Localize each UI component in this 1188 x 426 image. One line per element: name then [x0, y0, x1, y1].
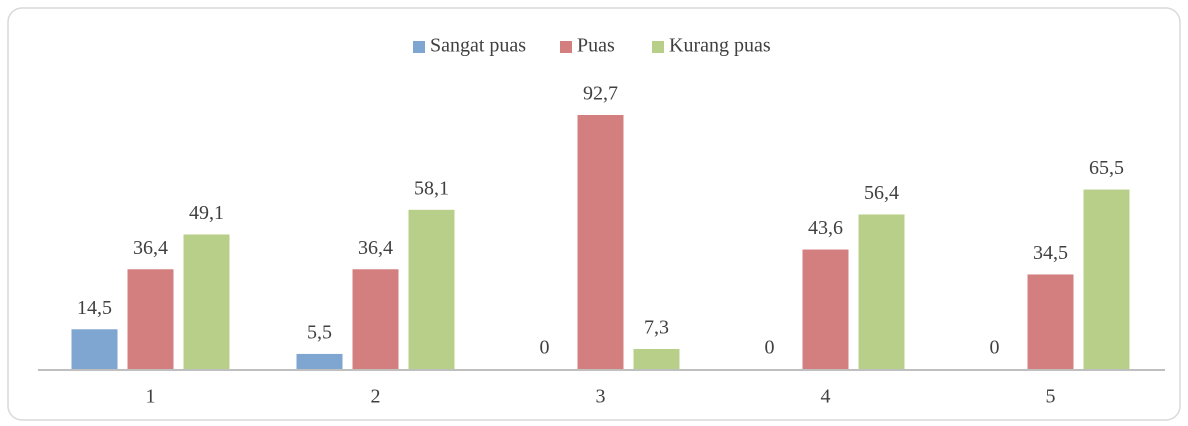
- data-label: 92,7: [583, 83, 618, 105]
- data-label: 34,5: [1033, 242, 1068, 264]
- legend-swatch: [652, 41, 664, 53]
- data-label: 58,1: [414, 177, 449, 199]
- bar: [858, 214, 905, 369]
- bar: [633, 348, 680, 369]
- bar: [577, 115, 624, 369]
- legend-label: Kurang puas: [669, 35, 771, 57]
- data-label: 43,6: [808, 217, 843, 239]
- data-label: 14,5: [77, 297, 112, 319]
- data-label: 49,1: [189, 202, 224, 224]
- bar: [1083, 189, 1130, 369]
- bar: [352, 269, 399, 369]
- data-label: 65,5: [1089, 157, 1124, 179]
- data-label: 7,3: [644, 317, 669, 339]
- data-label: 56,4: [864, 182, 899, 204]
- legend-swatch: [560, 41, 572, 53]
- x-tick-label: 1: [146, 386, 156, 408]
- bar: [802, 249, 849, 369]
- bar: [1027, 274, 1074, 369]
- data-label: 0: [765, 337, 775, 359]
- legend-label: Sangat puas: [430, 35, 526, 57]
- x-tick-label: 4: [821, 386, 831, 408]
- bar: [183, 234, 230, 369]
- x-tick-label: 2: [371, 386, 381, 408]
- legend-swatch: [413, 41, 425, 53]
- data-label: 5,5: [307, 322, 332, 344]
- data-label: 0: [540, 337, 550, 359]
- bar: [71, 329, 118, 369]
- bar: [127, 269, 174, 369]
- x-tick-label: 3: [596, 386, 606, 408]
- data-label: 36,4: [133, 237, 168, 259]
- bar: [296, 353, 343, 369]
- data-label: 36,4: [358, 237, 393, 259]
- x-tick-label: 5: [1046, 386, 1056, 408]
- bar: [408, 209, 455, 369]
- legend-label: Puas: [577, 35, 615, 57]
- data-label: 0: [990, 337, 1000, 359]
